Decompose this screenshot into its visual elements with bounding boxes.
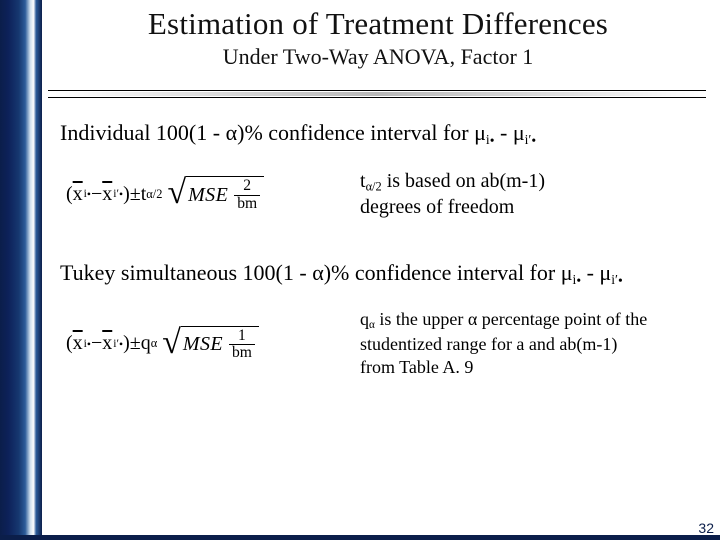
t-sub: α/2 [146,187,162,202]
slide: Estimation of Treatment Differences Unde… [0,0,720,540]
header: Estimation of Treatment Differences Unde… [48,6,708,70]
numerator: 1 [235,328,249,344]
left-decorative-bar [0,0,42,540]
dot: • [576,273,581,288]
sub-iprime: i′ [611,272,618,287]
numerator: 2 [240,178,254,194]
mu: μ [513,120,525,145]
text: percentage point of the [477,309,647,329]
tukey-ci-row: ( xi• − xi′• ) ± qα √ MSE 1 [60,308,700,379]
plus-minus: ± [130,332,141,355]
tukey-ci-desc: qα is the upper α percentage point of th… [360,308,647,379]
dot: • [87,188,91,201]
mse: MSE [188,184,228,207]
paren: ) [123,332,130,355]
alpha: α [226,120,238,145]
text: Individual 100(1 - [60,120,226,145]
sqrt: √ MSE 2 bm [167,176,264,212]
dot: • [119,188,123,201]
individual-ci-desc: tα/2 is based on ab(m-1) degrees of free… [360,168,545,221]
denominator: bm [234,195,260,212]
individual-ci-row: ( xi• − xi′• ) ± tα/2 √ MSE 2 [60,168,700,221]
text: studentized range for a and ab(m-1) [360,334,617,354]
text: from Table A. 9 [360,357,473,377]
denominator: bm [229,344,255,361]
paren: ) [123,183,130,206]
mu: μ [561,260,573,285]
fraction: 2 bm [234,178,260,212]
tukey-ci-heading: Tukey simultaneous 100(1 - α)% confidenc… [60,260,700,288]
fraction: 1 bm [229,328,255,362]
mse: MSE [183,333,223,356]
dot: • [618,273,623,288]
header-rule-shadow [48,92,706,96]
slide-title: Estimation of Treatment Differences [48,6,708,42]
dot: • [119,338,123,351]
slide-subtitle: Under Two-Way ANOVA, Factor 1 [48,44,708,70]
q-sub: α [151,336,158,351]
text: Tukey simultaneous 100(1 - [60,260,312,285]
page-number: 32 [698,520,714,536]
individual-ci-formula: ( xi• − xi′• ) ± tα/2 √ MSE 2 [60,176,330,212]
individual-ci-heading: Individual 100(1 - α)% confidence interv… [60,120,700,148]
sub: α/2 [366,179,382,193]
mu: μ [474,120,486,145]
dot: • [531,133,536,148]
tukey-ci-formula: ( xi• − xi′• ) ± qα √ MSE 1 [60,326,330,362]
minus: - [500,120,513,145]
paren: ( [66,183,73,206]
text: q [360,309,369,329]
dot: • [87,338,91,351]
paren: ( [66,332,73,355]
mu: μ [599,260,611,285]
dot: • [490,133,495,148]
text: is the upper [375,309,468,329]
content-area: Individual 100(1 - α)% confidence interv… [60,120,700,380]
minus: − [91,183,102,206]
sqrt: √ MSE 1 bm [162,326,259,362]
alpha: α [468,309,477,329]
text: )% confidence interval for [237,120,474,145]
plus-minus: ± [130,183,141,206]
text: )% confidence interval for [324,260,561,285]
minus: - [587,260,600,285]
bottom-bar [0,535,720,540]
alpha: α [312,260,324,285]
minus: − [91,332,102,355]
text: is based on ab(m-1) [382,170,545,192]
text: degrees of freedom [360,196,514,218]
q: q [141,332,151,355]
